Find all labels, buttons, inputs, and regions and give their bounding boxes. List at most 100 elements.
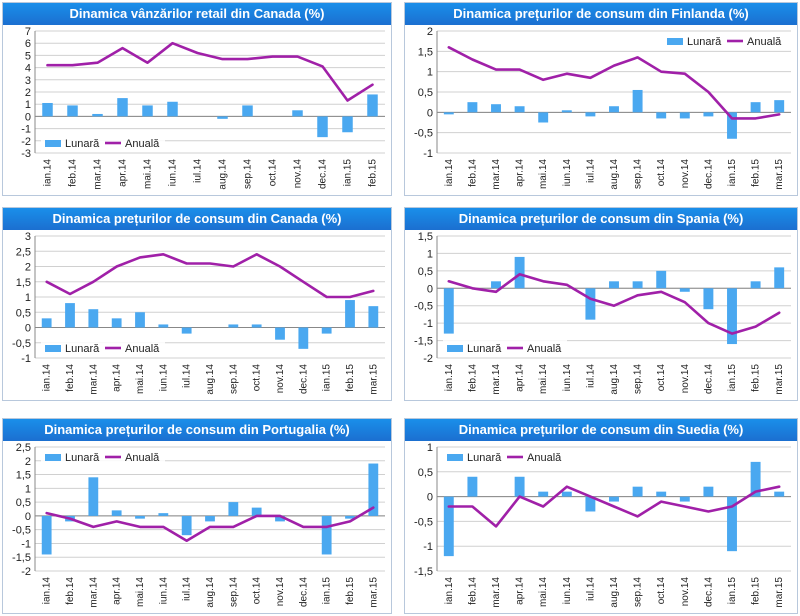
- y-tick-label: 3: [25, 231, 31, 243]
- bar-lunara: [368, 306, 379, 328]
- x-tick-label: mar.14: [491, 364, 502, 395]
- y-tick-label: 2,5: [16, 442, 31, 454]
- x-tick-label: oct.14: [656, 159, 667, 187]
- bar-lunara: [585, 288, 596, 320]
- y-tick-label: -1: [21, 124, 31, 136]
- x-tick-label: mar.15: [774, 159, 785, 190]
- y-tick-label: 0: [427, 492, 433, 504]
- bar-lunara: [275, 515, 285, 522]
- y-tick-label: 4: [25, 63, 31, 75]
- x-tick-label: mar.15: [368, 364, 379, 395]
- x-tick-label: ian.14: [42, 577, 53, 605]
- bar-lunara: [368, 463, 379, 516]
- bar-lunara: [538, 112, 549, 123]
- bar-lunara: [181, 327, 192, 334]
- bar-lunara: [111, 510, 122, 516]
- x-tick-label: iul.14: [193, 159, 204, 183]
- x-tick-label: sep.14: [228, 364, 239, 394]
- x-tick-label: apr.14: [515, 364, 526, 392]
- legend-background: [443, 340, 567, 356]
- legend-label-anuala: Anuală: [527, 452, 562, 464]
- y-tick-label: 0,5: [418, 266, 433, 278]
- x-tick-label: feb.14: [467, 364, 478, 392]
- x-tick-label: ian.15: [322, 364, 333, 392]
- bar-lunara: [656, 491, 667, 497]
- bar-lunara: [561, 110, 572, 113]
- bar-lunara: [514, 106, 525, 113]
- bar-lunara: [321, 327, 332, 334]
- y-tick-label: -1: [423, 148, 433, 160]
- x-tick-label: ian.15: [322, 577, 333, 605]
- x-tick-label: apr.14: [515, 577, 526, 605]
- bar-lunara: [345, 515, 355, 519]
- x-tick-label: iun.14: [158, 364, 169, 392]
- x-tick-label: iun.14: [562, 159, 573, 187]
- y-tick-label: 0,5: [16, 307, 31, 319]
- y-tick-label: -1: [21, 538, 31, 550]
- y-tick-label: 2,5: [16, 246, 31, 258]
- bar-lunara: [774, 267, 785, 289]
- legend-swatch-lunara: [45, 454, 61, 461]
- y-tick-label: 0: [25, 511, 31, 523]
- x-tick-label: mai.14: [538, 159, 549, 189]
- y-tick-label: -1,5: [12, 552, 31, 564]
- x-tick-label: mar.14: [88, 364, 99, 395]
- legend: Lunară Anuală: [41, 340, 165, 356]
- bar-lunara: [158, 324, 169, 328]
- bar-lunara: [632, 89, 643, 113]
- x-tick-label: ian.15: [727, 159, 738, 187]
- bar-lunara: [342, 116, 353, 133]
- legend-background: [443, 449, 567, 465]
- x-tick-label: nov.14: [275, 577, 286, 607]
- legend-background: [41, 135, 165, 151]
- x-tick-label: feb.15: [345, 364, 356, 392]
- bar-lunara: [321, 515, 332, 555]
- y-tick-label: 1,5: [418, 231, 433, 243]
- chart-title: Dinamica prețurilor de consum din Suedia…: [405, 419, 797, 441]
- x-tick-label: ian.15: [343, 159, 354, 187]
- bar-lunara: [491, 104, 501, 113]
- x-tick-label: dec.14: [703, 159, 714, 189]
- bar-lunara: [317, 116, 328, 138]
- x-tick-label: dec.14: [703, 577, 714, 607]
- chart-cpi-portugal: -2 -1,5 -1-0,5 0 0,5 11,5 2 2,5 ian.14 feb.14 mar.…: [12, 442, 385, 608]
- line-anuala: [45, 506, 375, 542]
- bar-lunara: [117, 98, 128, 117]
- y-tick-label: 0: [427, 107, 433, 119]
- x-tick-label: nov.14: [680, 159, 691, 189]
- bar-lunara: [750, 102, 761, 113]
- x-tick-label: ian.14: [444, 364, 455, 392]
- x-tick-label: iun.14: [562, 577, 573, 605]
- x-tick-label: sep.14: [243, 159, 254, 189]
- bar-lunara: [228, 502, 239, 516]
- x-tick-label: dec.14: [298, 364, 309, 394]
- bar-lunara: [632, 486, 643, 497]
- x-tick-label: ian.15: [727, 364, 738, 392]
- bar-lunara: [679, 288, 690, 292]
- x-tick-label: dec.14: [703, 364, 714, 394]
- legend-background: [663, 33, 787, 49]
- y-tick-label: -3: [21, 148, 31, 160]
- x-tick-label: aug.14: [205, 577, 216, 608]
- legend-label-lunara: Lunară: [467, 343, 502, 355]
- x-tick-label: oct.14: [252, 364, 263, 392]
- legend-label-anuala: Anuală: [747, 36, 782, 48]
- bar-lunara: [42, 102, 53, 117]
- bar-lunara: [609, 106, 619, 113]
- chart-panel-cpi-sweden: Dinamica prețurilor de consum din Suedia…: [404, 418, 798, 614]
- y-tick-label: -0,5: [414, 128, 433, 140]
- legend-swatch-lunara: [45, 345, 61, 352]
- x-tick-label: feb.14: [65, 364, 76, 392]
- x-tick-label: ian.14: [43, 159, 54, 187]
- bar-lunara: [298, 327, 309, 349]
- bar-lunara: [135, 515, 145, 519]
- legend-swatch-lunara: [447, 345, 463, 352]
- x-tick-label: iul.14: [585, 159, 596, 183]
- chart-panel-retail-canada: Dinamica vânzărilor retail din Canada (%…: [2, 2, 392, 196]
- bar-lunara: [585, 496, 596, 512]
- bar-lunara: [181, 515, 192, 536]
- legend-label-lunara: Lunară: [467, 452, 502, 464]
- y-tick-label: 1,5: [16, 470, 31, 482]
- chart-title: Dinamica prețurilor de consum din Finlan…: [405, 3, 797, 25]
